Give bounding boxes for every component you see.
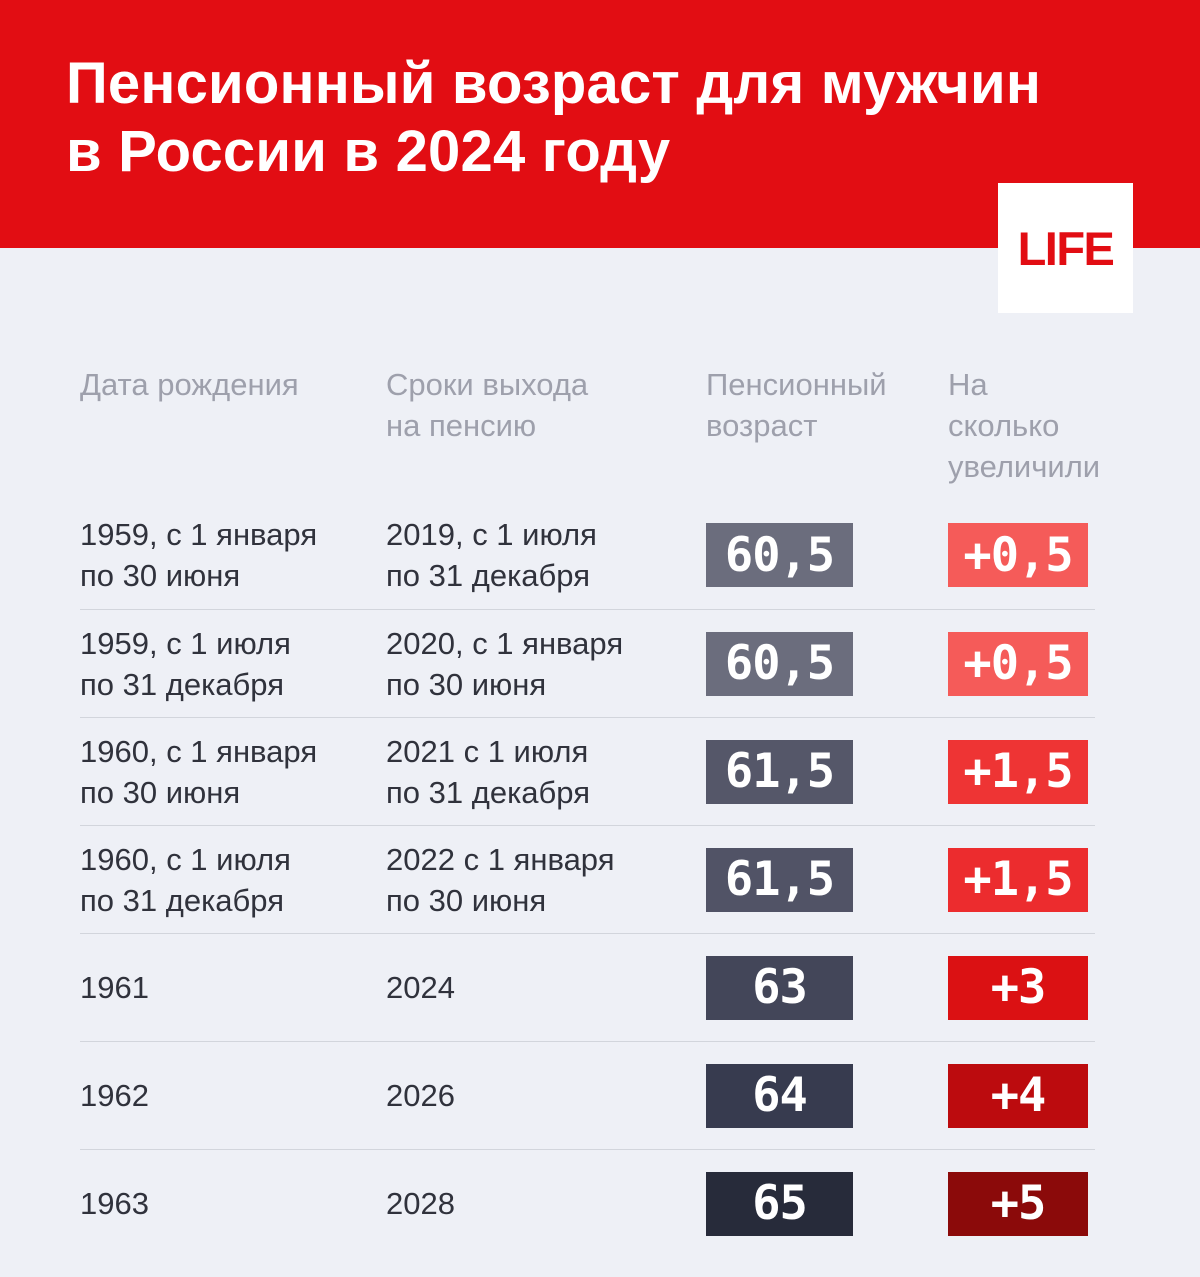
table-row: 1963 2028 65 +5 [80, 1149, 1095, 1257]
pension-table: Дата рождения Сроки выхода на пенсию Пен… [0, 248, 1200, 1257]
birth-date-cell: 1963 [80, 1186, 149, 1221]
birth-date-cell: 1959, с 1 января по 30 июня [80, 517, 318, 593]
table-body: 1959, с 1 января по 30 июня 2019, с 1 ию… [80, 501, 1095, 1257]
pension-age-badge: 60,5 [706, 523, 853, 587]
increase-badge: +1,5 [948, 847, 1088, 912]
table-row: 1960, с 1 июля по 31 декабря 2022 с 1 ян… [80, 825, 1095, 933]
column-header-retirement-date: Сроки выхода на пенсию [386, 367, 589, 443]
increase-badge: +3 [948, 955, 1088, 1020]
birth-date-cell: 1960, с 1 января по 30 июня [80, 733, 318, 810]
increase-badge: +0,5 [948, 631, 1088, 696]
column-header-pension-age: Пенсионный возраст [706, 367, 887, 443]
retirement-date-cell: 2021 с 1 июля по 31 декабря [386, 733, 590, 810]
table-header-row: Дата рождения Сроки выхода на пенсию Пен… [80, 248, 1120, 487]
retirement-date-cell: 2020, с 1 января по 30 июня [386, 625, 624, 702]
increase-badge: +4 [948, 1063, 1088, 1128]
life-logo-text: LIFE [1017, 221, 1115, 275]
header-banner: Пенсионный возраст для мужчин в России в… [0, 0, 1200, 248]
increase-badge: +0,5 [948, 523, 1088, 587]
retirement-date-cell: 2028 [386, 1186, 455, 1221]
table-row: 1959, с 1 июля по 31 декабря 2020, с 1 я… [80, 609, 1095, 717]
pension-age-badge: 64 [706, 1063, 853, 1128]
table-row: 1962 2026 64 +4 [80, 1041, 1095, 1149]
pension-age-badge: 63 [706, 955, 853, 1020]
page-title-line-2: в России в 2024 году [66, 119, 671, 184]
table-row: 1960, с 1 января по 30 июня 2021 с 1 июл… [80, 717, 1095, 825]
increase-badge: +1,5 [948, 739, 1088, 804]
increase-badge: +5 [948, 1171, 1088, 1236]
page-title-line-1: Пенсионный возраст для мужчин [66, 51, 1042, 116]
pension-age-badge: 60,5 [706, 631, 853, 696]
birth-date-cell: 1961 [80, 970, 149, 1005]
birth-date-cell: 1962 [80, 1078, 149, 1113]
pension-age-badge: 61,5 [706, 739, 853, 804]
retirement-date-cell: 2022 с 1 января по 30 июня [386, 841, 615, 918]
retirement-date-cell: 2026 [386, 1078, 455, 1113]
column-header-increase: На сколько увеличили [948, 367, 1101, 484]
pension-age-badge: 65 [706, 1171, 853, 1236]
life-logo: LIFE [998, 183, 1133, 313]
retirement-date-cell: 2024 [386, 970, 455, 1005]
table-row: 1961 2024 63 +3 [80, 933, 1095, 1041]
table-row: 1959, с 1 января по 30 июня 2019, с 1 ию… [80, 501, 1095, 609]
birth-date-cell: 1959, с 1 июля по 31 декабря [80, 625, 291, 702]
pension-age-badge: 61,5 [706, 847, 853, 912]
column-header-birth-date: Дата рождения [80, 367, 299, 402]
birth-date-cell: 1960, с 1 июля по 31 декабря [80, 841, 291, 918]
retirement-date-cell: 2019, с 1 июля по 31 декабря [386, 517, 597, 593]
